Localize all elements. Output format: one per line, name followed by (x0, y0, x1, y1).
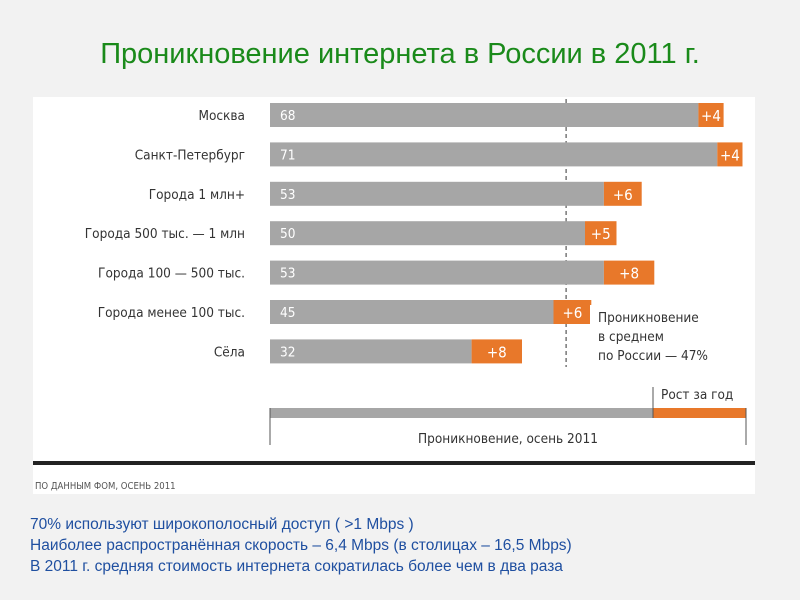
bottom-rule (33, 461, 755, 465)
base-bar (270, 181, 604, 206)
slide-title: Проникновение интернета в России в 2011 … (100, 38, 700, 70)
bullet-list: 70% используют широкополосный доступ ( >… (30, 514, 790, 577)
average-annotation-line: в среднем (598, 329, 664, 345)
base-value-label: 45 (280, 305, 295, 321)
growth-value-label: +4 (720, 146, 740, 164)
average-annotation-bg (590, 305, 730, 369)
category-label: Сёла (214, 344, 245, 360)
base-bar (270, 300, 554, 324)
average-annotation-line: Проникновение (598, 310, 699, 326)
category-label: Санкт-Петербург (135, 147, 245, 163)
base-bar (270, 339, 472, 364)
base-value-label: 71 (280, 147, 295, 163)
category-label: Города 500 тыс. — 1 млн (85, 226, 245, 242)
bullet-cost: В 2011 г. средняя стоимость интернета со… (30, 558, 563, 575)
category-label: Города 1 млн+ (149, 187, 245, 203)
growth-bar (603, 181, 642, 206)
penetration-bar-chart: Москва 68 +4 Санкт-Петербург 71 +4 Города 1 мл… (33, 99, 755, 492)
base-bar (270, 103, 699, 127)
base-value-label: 32 (280, 344, 295, 360)
growth-value-label: +5 (591, 225, 611, 243)
growth-bar (603, 260, 655, 285)
legend-base-label: Проникновение, осень 2011 (418, 431, 598, 447)
base-value-label: 53 (280, 187, 295, 203)
category-label: Города 100 — 500 тыс. (98, 266, 245, 282)
growth-value-label: +8 (487, 343, 507, 361)
legend-base-bar (270, 408, 693, 418)
base-value-label: 50 (280, 226, 295, 242)
base-bar (270, 260, 604, 285)
growth-bar (553, 300, 592, 324)
growth-bar (585, 221, 617, 246)
chart-panel: Москва 68 +4 Санкт-Петербург 71 +4 Города 1 мл… (33, 97, 755, 494)
growth-bar (471, 339, 522, 364)
legend-growth-bar (653, 408, 746, 418)
base-bar (270, 221, 585, 246)
bullet-speed: Наиболее распространённая скорость – 6,4… (30, 537, 572, 554)
source-note: ПО ДАННЫМ ФОМ, ОСЕНЬ 2011 (35, 481, 176, 492)
category-label: Москва (198, 108, 245, 124)
growth-value-label: +6 (613, 186, 633, 204)
growth-bar (698, 103, 724, 127)
growth-value-label: +8 (619, 265, 639, 283)
base-value-label: 53 (280, 266, 295, 282)
growth-value-label: +6 (562, 304, 582, 322)
growth-value-label: +4 (701, 107, 721, 125)
base-bar (270, 142, 718, 167)
bullet-broadband: 70% используют широкополосный доступ ( >… (30, 516, 414, 533)
category-label: Города менее 100 тыс. (98, 305, 245, 321)
base-value-label: 68 (280, 108, 295, 124)
growth-bar (717, 142, 743, 167)
legend-growth-label: Рост за год (661, 387, 733, 403)
average-annotation-line: по России — 47% (598, 348, 708, 364)
